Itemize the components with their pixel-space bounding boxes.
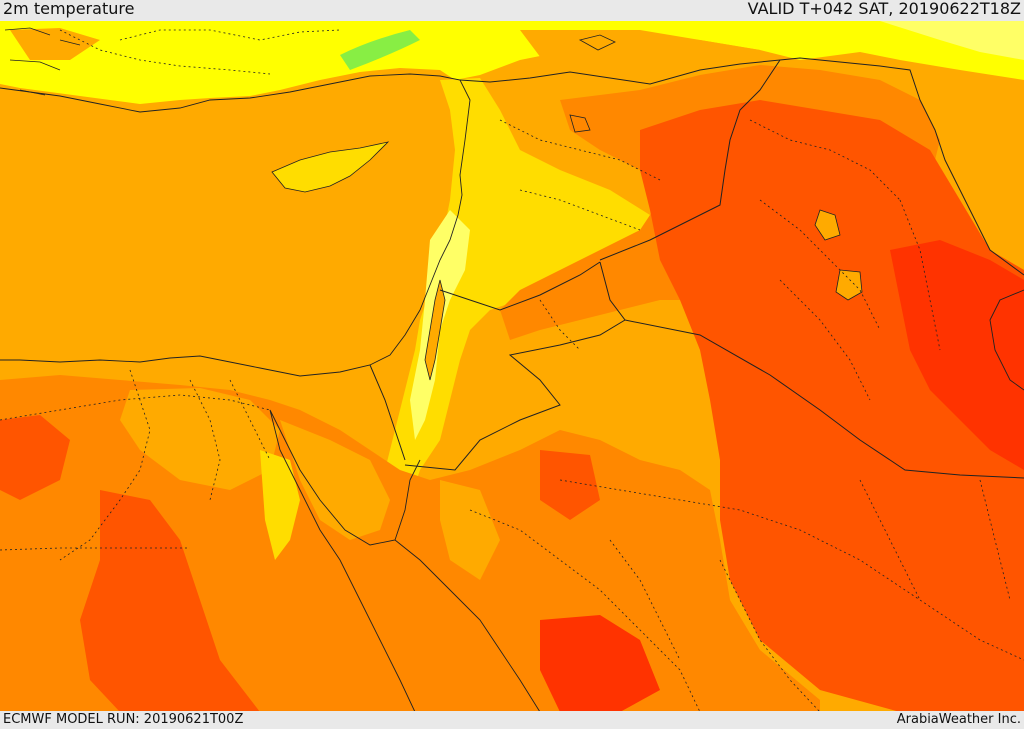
temp-zone-arabia-redorange-patch [540,450,600,520]
credit-label: ArabiaWeather Inc. [896,712,1021,727]
temp-zone-levant-yellow [380,78,650,540]
footer-bar: ECMWF MODEL RUN: 20190621T00Z ArabiaWeat… [0,711,1024,729]
coastline-mediterranean [0,73,471,377]
temp-zone-south-egypt-redorange-2 [80,490,260,712]
border-syria-jordan [439,261,601,311]
model-run-label: ECMWF MODEL RUN: 20190621T00Z [3,712,244,727]
border-syria-iraq [599,59,781,261]
map-title: 2m temperature [3,0,135,18]
lake-tharthar [835,269,863,301]
temp-zone-arabia-red-patch [540,615,660,712]
border-syria-turkey [459,57,921,101]
jordan-river-deadsea [424,279,446,381]
temp-zone-southiraq-red [890,240,1024,470]
header-bar: 2m temperature VALID T+042 SAT, 20190622… [0,0,1024,22]
temp-zone-redsea-yellow [260,450,300,560]
lake-van [578,34,616,51]
temp-zone-arabia-orange-patch [440,480,500,580]
cyprus [271,141,390,193]
temp-zone-orange-mid-turkey [520,30,760,72]
temperature-map[interactable] [0,21,1024,712]
province-boundaries [0,29,1024,712]
temp-zone-south-egypt-redorange [0,415,70,500]
border-jordan-iraq-saudi [404,261,626,471]
coastline-gulf [989,289,1024,391]
border-egypt-israel [369,364,406,461]
temp-zone-anatolia-yellow [0,21,1024,104]
border-iraq-saudi [624,319,1024,479]
temp-zone-green-patch [340,30,420,70]
temperature-map-svg [0,21,1024,712]
temp-zone-egypt-orange-patch [120,388,280,490]
border-iraq-iran [919,99,1024,276]
temp-zone-orange-patch-west [10,28,100,60]
lake-assad [569,114,591,133]
valid-time-label: VALID T+042 SAT, 20190622T18Z [747,0,1021,18]
temp-zone-sinai-orange [280,420,390,540]
temp-zone-anatolia-pale [880,21,1024,60]
aegean-islands [4,27,81,96]
coastline-redsea [269,409,541,712]
lake-habbaniyah [814,209,841,241]
